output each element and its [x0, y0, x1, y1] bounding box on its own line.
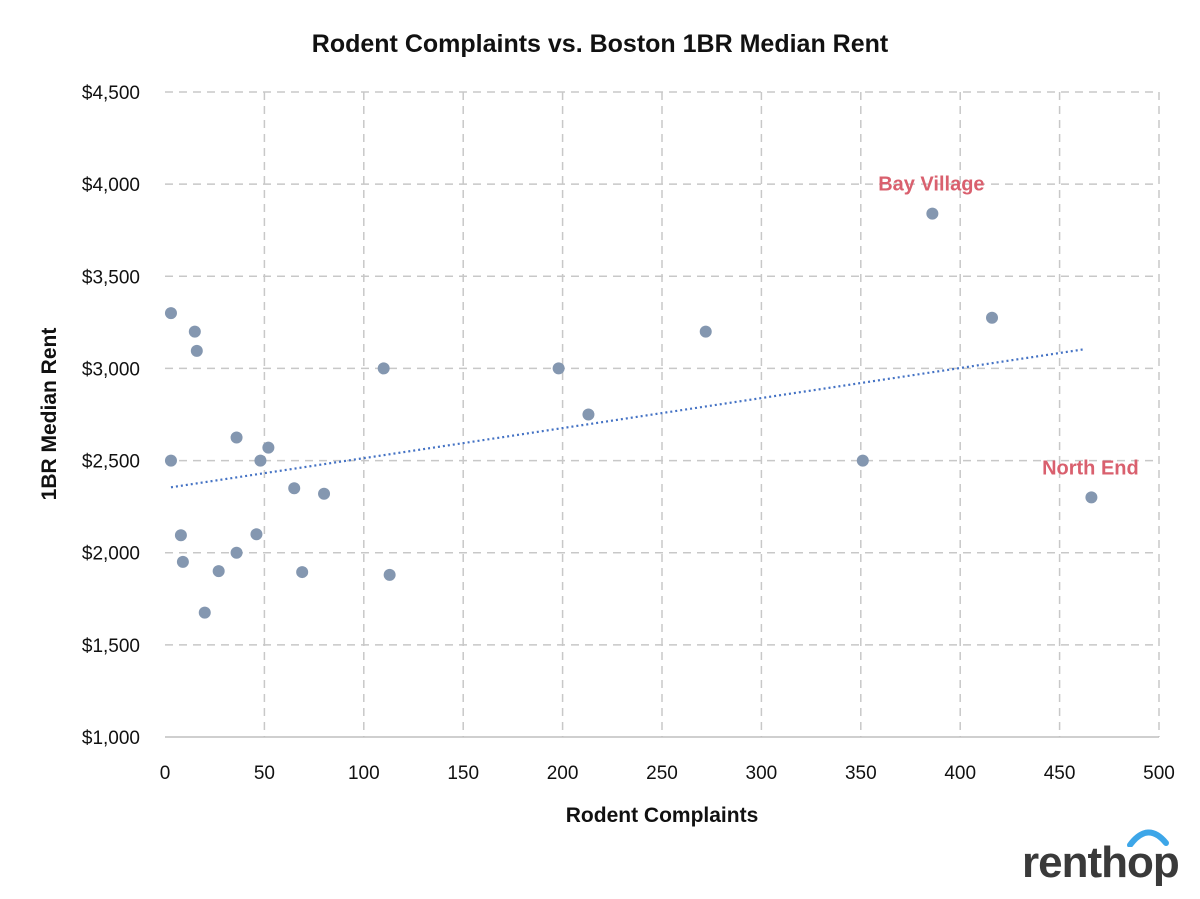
y-tick-label: $2,500 [82, 452, 140, 473]
data-point [212, 565, 225, 578]
x-tick-label: 200 [547, 763, 579, 784]
data-points [164, 207, 1098, 619]
data-point [986, 311, 999, 324]
x-tick-label: 450 [1044, 763, 1076, 784]
data-point [856, 454, 869, 467]
data-point [318, 487, 331, 500]
logo-arc-icon [1127, 829, 1169, 847]
data-point [383, 568, 396, 581]
data-point [288, 482, 301, 495]
data-point [198, 606, 211, 619]
y-tick-label: $3,500 [82, 267, 140, 288]
gridlines [165, 91, 1160, 737]
data-point [164, 454, 177, 467]
x-tick-label: 0 [160, 763, 171, 784]
data-point [262, 441, 275, 454]
data-point [296, 566, 309, 579]
y-axis-title: 1BR Median Rent [38, 328, 61, 501]
trendline [170, 347, 1086, 489]
x-axis-title: Rodent Complaints [566, 804, 759, 827]
x-tick-label: 150 [447, 763, 479, 784]
x-tick-label: 300 [746, 763, 778, 784]
renthop-logo: renthop [1022, 829, 1180, 885]
logo-text: renthop [1022, 838, 1180, 887]
data-point [377, 362, 390, 375]
data-point [250, 528, 263, 541]
x-tick-label: 250 [646, 763, 678, 784]
y-tick-label: $4,000 [82, 175, 140, 196]
data-point [230, 431, 243, 444]
y-tick-label: $3,000 [82, 359, 140, 380]
data-point [552, 362, 565, 375]
y-tick-label: $1,500 [82, 636, 140, 657]
data-point [230, 546, 243, 559]
chart-title: Rodent Complaints vs. Boston 1BR Median … [312, 30, 889, 58]
data-point [582, 408, 595, 421]
annotation-label: Bay Village [878, 174, 984, 196]
x-tick-label: 100 [348, 763, 380, 784]
data-point [190, 344, 203, 357]
data-point [164, 307, 177, 320]
data-point [176, 555, 189, 568]
x-tick-label: 350 [845, 763, 877, 784]
x-axis-ticks: 0 50 100 150 200 250 300 350 400 450 500 [160, 763, 1175, 784]
data-point [926, 207, 939, 220]
data-point [1085, 491, 1098, 504]
x-tick-label: 500 [1143, 763, 1175, 784]
data-point [188, 325, 201, 338]
annotation-label: North End [1042, 457, 1139, 479]
x-tick-label: 50 [254, 763, 275, 784]
y-axis-ticks: $1,000 $1,500 $2,000 $2,500 $3,000 $3,500 $4,0… [82, 83, 140, 749]
data-point [699, 325, 712, 338]
data-point [254, 454, 267, 467]
y-tick-label: $2,000 [82, 544, 140, 565]
annotations: Bay Village North End [878, 174, 1139, 480]
data-point [174, 529, 187, 542]
y-tick-label: $1,000 [82, 728, 140, 749]
y-tick-label: $4,500 [82, 83, 140, 104]
x-tick-label: 400 [944, 763, 976, 784]
